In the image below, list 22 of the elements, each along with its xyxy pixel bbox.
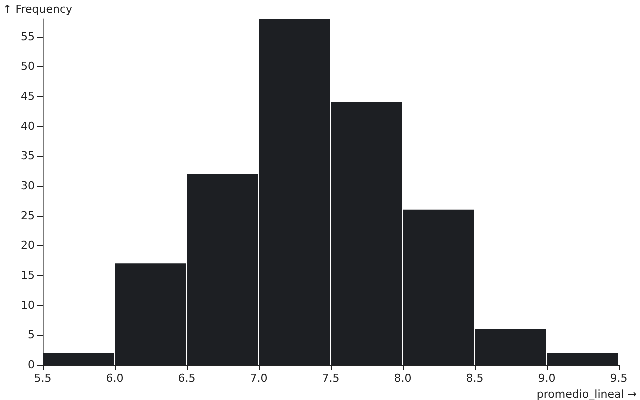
x-tick-label: 8.0 [394,372,412,385]
y-tick-label: 50 [21,60,35,74]
x-tick-label: 9.5 [610,372,628,385]
x-tick-label: 5.5 [34,372,52,385]
y-tick-label: 0 [28,358,35,372]
y-tick-label: 55 [21,30,35,44]
y-tick-label: 15 [21,269,35,282]
y-tick-label: 20 [21,239,35,252]
y-tick-label: 5 [28,328,35,342]
y-tick-label: 30 [21,180,35,193]
x-tick-label: 7.0 [250,372,268,385]
x-tick-label: 6.5 [178,372,196,385]
y-tick-label: 45 [21,90,35,104]
y-tick-label: 35 [21,150,35,163]
y-axis-title: ↑ Frequency [3,3,74,16]
y-tick-label: 25 [21,209,35,222]
x-tick-label: 8.5 [466,372,484,385]
x-tick-label: 6.0 [106,372,124,385]
x-tick-label: 7.5 [322,372,340,385]
y-tick-label: 40 [21,120,35,133]
x-tick-label: 9.0 [538,372,556,385]
y-tick-label: 10 [21,298,35,312]
